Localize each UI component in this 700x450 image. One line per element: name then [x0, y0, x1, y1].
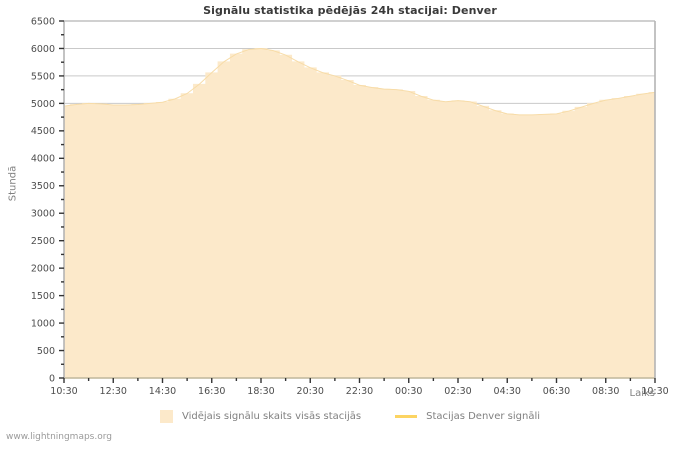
legend-item-average[interactable]: Vidējais signālu skaits visās stacijās [159, 410, 362, 423]
y-tick-label: 1500 [31, 291, 55, 302]
legend-item-denver[interactable]: Stacijas Denver signāli [395, 411, 540, 422]
legend-item-label: Vidējais signālu skaits visās stacijās [181, 411, 362, 422]
y-tick-label: 0 [49, 373, 55, 384]
y-tick-label: 1000 [31, 318, 55, 329]
x-tick-label: 22:30 [346, 386, 373, 397]
x-tick-label: 18:30 [247, 386, 274, 397]
y-tick-label: 3500 [31, 181, 55, 192]
legend-item-label: Stacijas Denver signāli [426, 411, 541, 422]
x-tick-label: 08:30 [592, 386, 619, 397]
series-area-vidējais [63, 47, 656, 379]
legend-line-swatch-icon [395, 415, 418, 418]
y-tick-label: 500 [37, 346, 55, 357]
chart-legend: Vidējais signālu skaits visās stacijās S… [0, 410, 700, 423]
watermark-text: www.lightningmaps.org [6, 432, 112, 442]
y-tick-label: 2000 [31, 264, 55, 275]
y-tick-label: 5500 [31, 71, 55, 82]
y-tick-label: 2500 [31, 236, 55, 247]
area-top-edge [63, 47, 656, 116]
y-tick-label: 6500 [31, 16, 55, 27]
x-tick-label: 16:30 [198, 386, 225, 397]
y-axis-ticks: 0 500 1000 1500 2000 2500 3000 3500 4000 4500 5000… [31, 16, 64, 384]
x-tick-label: 00:30 [395, 386, 422, 397]
x-tick-label: 14:30 [149, 386, 176, 397]
x-tick-label: 10:30 [50, 386, 77, 397]
x-tick-label: 04:30 [494, 386, 521, 397]
x-axis-ticks: 10:30 12:30 14:30 16:30 18:30 20:30 22:30 00:30… [50, 378, 669, 397]
chart-title: Signālu statistika pēdējās 24h stacijai:… [203, 4, 497, 17]
x-tick-label: 06:30 [543, 386, 570, 397]
x-tick-label: 20:30 [297, 386, 324, 397]
y-tick-label: 6000 [31, 44, 55, 55]
y-tick-label: 3000 [31, 209, 55, 220]
x-tick-label: 02:30 [444, 386, 471, 397]
y-tick-label: 4500 [31, 126, 55, 137]
y-axis-title: Stundā [7, 165, 19, 202]
x-axis-title: Laiks [629, 388, 655, 399]
x-tick-label: 10:30 [641, 386, 668, 397]
y-tick-label: 5000 [31, 99, 55, 110]
legend-area-swatch-icon [159, 410, 173, 423]
x-tick-label: 12:30 [100, 386, 127, 397]
y-tick-label: 4000 [31, 154, 55, 165]
